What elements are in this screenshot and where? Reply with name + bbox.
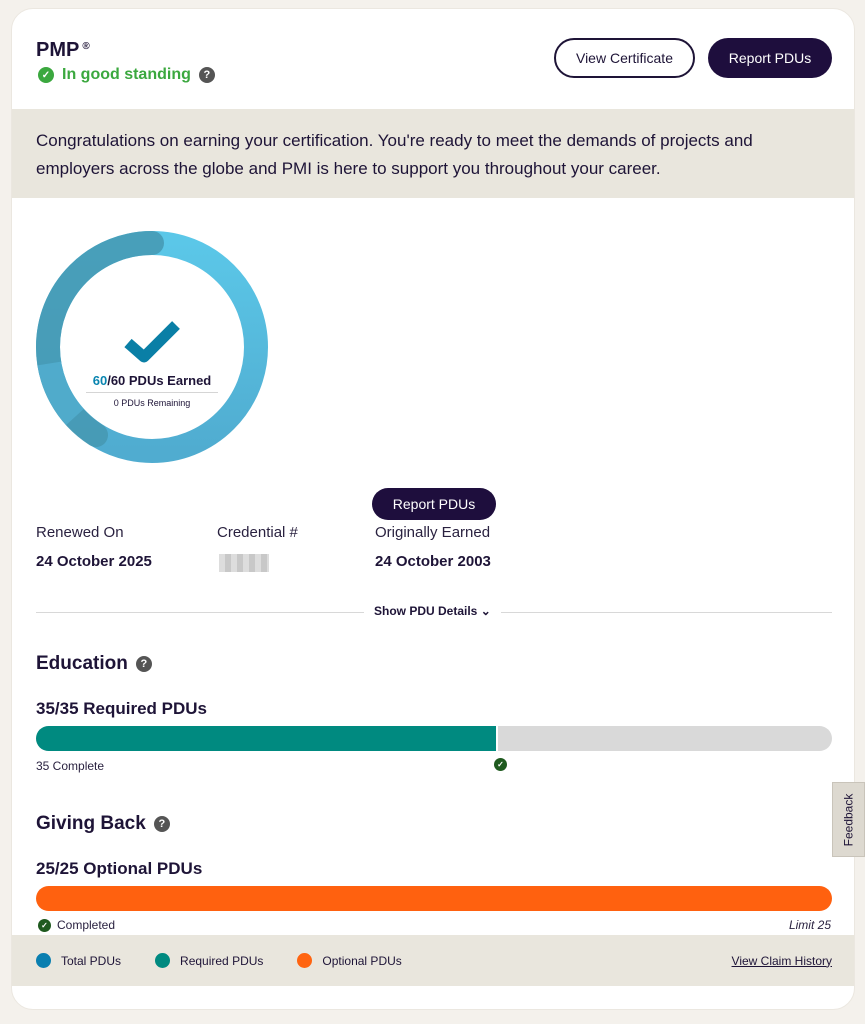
checkmark-icon	[124, 321, 180, 363]
chevron-down-icon: ⌄	[480, 604, 491, 618]
view-certificate-button[interactable]: View Certificate	[554, 38, 695, 78]
credential-value-redacted	[219, 554, 269, 572]
education-heading: Education?	[36, 653, 152, 675]
education-complete: 35 Complete	[36, 759, 105, 773]
credential-label: Credential #	[217, 524, 298, 541]
dot-icon	[155, 953, 171, 968]
dot-icon	[36, 953, 51, 968]
giving-back-subtitle: 25/25 Optional PDUs	[36, 859, 203, 878]
education-progress-fill	[36, 726, 498, 751]
certification-title: PMP ®	[36, 39, 90, 61]
pdu-progress-ring	[36, 231, 268, 463]
help-icon[interactable]: ?	[153, 816, 170, 832]
report-pdus-button[interactable]: Report PDUs	[708, 38, 832, 78]
original-label: Originally Earned	[375, 524, 491, 541]
renewed-value: 24 October 2025	[36, 553, 152, 570]
legend-total: Total PDUs	[36, 953, 121, 968]
dot-icon	[297, 953, 313, 968]
renewed-label: Renewed On	[36, 524, 124, 541]
help-icon[interactable]: ?	[198, 67, 215, 83]
check-circle-icon: ✓	[38, 67, 54, 83]
help-icon[interactable]: ?	[135, 656, 152, 672]
congrats-banner: Congratulations on earning your certific…	[12, 109, 854, 198]
certification-card: PMP ® ✓ In good standing ? View Certifica…	[11, 8, 855, 1010]
status: ✓ In good standing ?	[38, 66, 215, 84]
legend-required: Required PDUs	[155, 953, 263, 968]
check-circle-icon: ✓	[38, 918, 51, 932]
giving-back-limit: Limit 25	[788, 918, 831, 932]
giving-back-heading: Giving Back?	[36, 813, 170, 835]
view-claim-history-link[interactable]: View Claim History	[731, 953, 832, 968]
education-subtitle: 35/35 Required PDUs	[36, 699, 208, 718]
show-pdu-details-toggle[interactable]: Show PDU Details ⌄	[364, 604, 501, 618]
check-circle-icon: ✓	[494, 758, 507, 771]
education-progress-bar	[36, 726, 832, 751]
giving-back-progress-fill	[36, 886, 832, 911]
giving-back-completed: Completed	[57, 918, 116, 932]
giving-back-progress-bar	[36, 886, 832, 911]
feedback-tab[interactable]: Feedback	[832, 782, 865, 857]
original-value: 24 October 2003	[375, 553, 491, 570]
legend-optional: Optional PDUs	[297, 953, 402, 968]
remaining: 0 PDUs Remaining	[113, 398, 191, 408]
report-pdus-inline-button[interactable]: Report PDUs	[372, 488, 496, 520]
status-text: In good standing	[62, 66, 191, 83]
earned-count: 60	[92, 373, 108, 388]
earned-total: /60 PDUs Earned	[107, 373, 212, 388]
legend-footer: Total PDUs Required PDUs Optional PDUs V…	[12, 935, 854, 986]
